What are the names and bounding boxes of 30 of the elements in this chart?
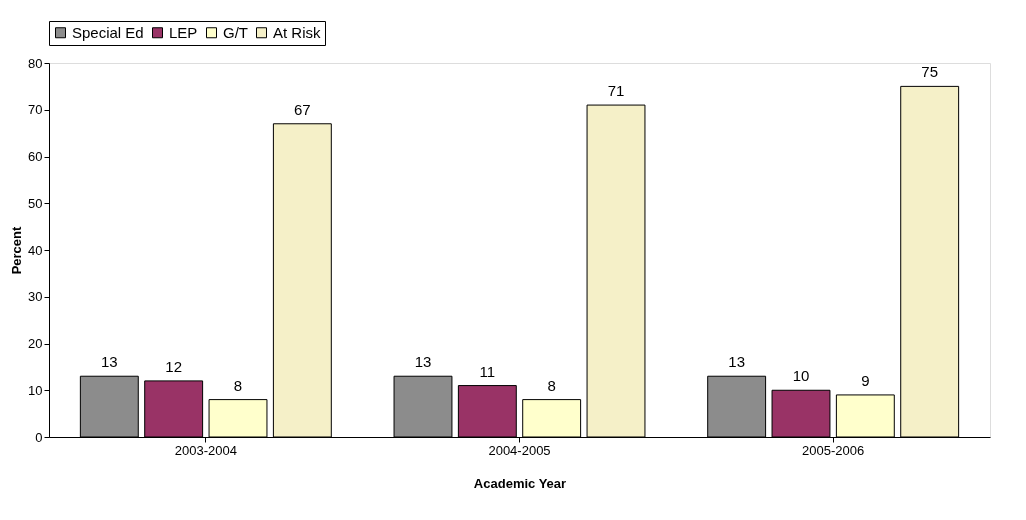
y-axis-title: Percent [9, 225, 25, 275]
data-label: 13 [414, 353, 432, 371]
x-axis-title: Academic Year [473, 475, 567, 491]
data-label: 13 [728, 353, 745, 371]
y-tick-label: 30 [28, 289, 43, 305]
y-tick-label: 20 [28, 336, 43, 351]
legend-label: LEP [169, 23, 198, 41]
data-label: 67 [294, 100, 311, 118]
legend-label: Special Ed [72, 23, 144, 41]
data-label: 75 [921, 63, 939, 81]
y-tick-label: 50 [28, 195, 43, 211]
legend-label: At Risk [273, 23, 321, 41]
data-label: 9 [861, 371, 870, 389]
y-tick-label: 80 [28, 55, 43, 71]
x-tick-label: 2003-2004 [174, 442, 237, 458]
x-tick-label: 2005-2006 [802, 442, 865, 458]
data-label: 10 [792, 367, 810, 385]
data-label: 12 [165, 357, 183, 375]
x-tick-label: 2004-2005 [488, 442, 551, 458]
legend-label: G/T [223, 23, 248, 41]
data-label: 8 [547, 376, 556, 394]
data-label: 8 [233, 376, 243, 394]
y-tick-label: 40 [28, 242, 43, 258]
y-tick-label: 0 [35, 429, 43, 445]
y-tick-label: 10 [28, 382, 43, 398]
data-label: 11 [479, 362, 496, 380]
data-label: 13 [100, 353, 118, 371]
data-label: 71 [607, 82, 625, 100]
y-tick-label: 60 [28, 149, 43, 164]
y-tick-label: 70 [28, 102, 43, 118]
